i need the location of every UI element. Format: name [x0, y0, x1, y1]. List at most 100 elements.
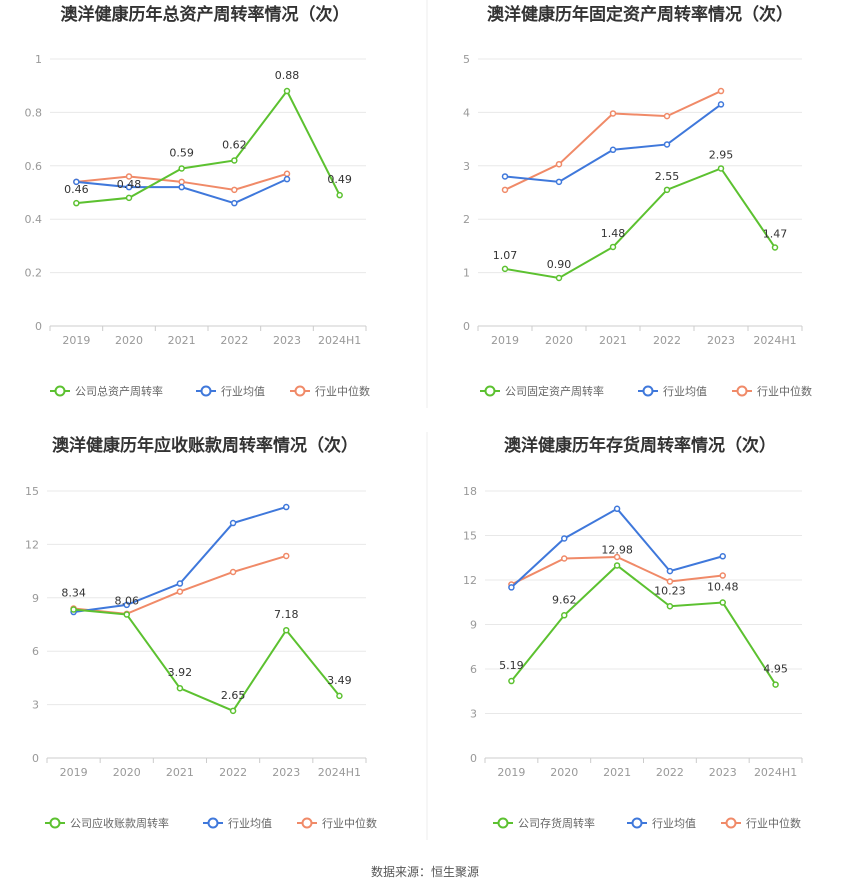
- chart2-legend-company-label: 公司固定资产周转率: [505, 384, 604, 398]
- chart3-y-tick: 3: [32, 699, 39, 712]
- chart2-y-tick: 0: [463, 320, 470, 333]
- chart2-company-point: [609, 243, 617, 251]
- chart4-y-tick: 15: [463, 530, 477, 543]
- chart4-company-point: [719, 599, 726, 606]
- chart2-company-line: [504, 167, 776, 279]
- chart1-y-tick: 0.6: [25, 160, 43, 173]
- chart1-data-label: 0.88: [275, 69, 300, 82]
- chart1-company-point: [125, 194, 133, 202]
- chart2-x-tick: 2021: [599, 334, 627, 347]
- chart1-legend-company-label: 公司总资产周转率: [75, 384, 163, 398]
- chart1-company-point: [178, 165, 185, 172]
- chart3-avg-point: [283, 503, 290, 511]
- chart3-legend-avg-marker: [207, 817, 219, 829]
- chart1-y-tick: 0.2: [25, 267, 43, 280]
- chart1-legend-company-marker: [54, 385, 66, 397]
- chart1-x-tick: 2022: [220, 334, 248, 347]
- chart1-x-tick: 2024H1: [318, 334, 361, 347]
- chart2-median-point: [555, 160, 563, 168]
- chart3-y-tick: 0: [32, 752, 39, 765]
- chart4-legend-median-label: 行业中位数: [746, 816, 801, 830]
- chart3-title: 澳洋健康历年应收账款周转率情况（次）: [52, 435, 358, 456]
- chart2-data-label: 2.95: [709, 148, 734, 161]
- chart3-y-tick: 6: [32, 645, 39, 658]
- chart1-avg-point: [125, 183, 133, 191]
- chart1-data-label: 0.48: [117, 178, 142, 191]
- chart1-legend-avg-marker: [200, 385, 212, 397]
- chart4-x-tick: 2021: [603, 766, 631, 779]
- chart1-company-point: [283, 87, 291, 95]
- data-source: 数据来源：恒生聚源: [371, 864, 479, 879]
- chart1-legend-median-label: 行业中位数: [315, 384, 370, 398]
- chart3-legend-median-label: 行业中位数: [322, 816, 377, 830]
- chart2-y-tick: 1: [463, 267, 470, 280]
- chart4-avg-point: [719, 553, 726, 560]
- chart3-company-point: [336, 692, 343, 700]
- chart3-data-label: 3.92: [168, 666, 193, 679]
- chart3-x-tick: 2024H1: [318, 766, 361, 779]
- chart2-data-label: 1.47: [763, 228, 788, 241]
- chart1-legend-avg-label: 行业均值: [221, 385, 265, 398]
- chart4-data-label: 9.62: [552, 593, 577, 606]
- chart4-y-tick: 6: [470, 663, 477, 676]
- chart3-legend-company-marker: [49, 817, 61, 829]
- chart3-avg-point: [229, 519, 237, 527]
- chart3-median-point: [283, 552, 290, 560]
- chart1-y-tick: 1: [35, 53, 42, 66]
- chart3-company-point: [283, 626, 290, 634]
- chart1-data-label: 0.46: [64, 183, 89, 196]
- chart2-x-tick: 2019: [491, 334, 519, 347]
- chart4-data-label: 12.98: [601, 543, 633, 556]
- chart3-median-point: [176, 588, 184, 595]
- chart4-median-point: [613, 553, 621, 561]
- chart3-median-point: [229, 568, 237, 576]
- chart3-company-line: [73, 608, 341, 713]
- chart2-company-point: [663, 186, 671, 194]
- chart3-x-tick: 2021: [166, 766, 194, 779]
- chart2-company-point: [501, 265, 509, 273]
- chart4-x-tick: 2022: [656, 766, 684, 779]
- chart4-x-tick: 2019: [497, 766, 525, 779]
- chart4-median-point: [666, 578, 674, 585]
- chart2-y-tick: 3: [463, 160, 470, 173]
- chart2-legend-company-marker: [484, 385, 496, 397]
- chart1-y-tick: 0.8: [25, 106, 43, 119]
- chart2-legend-avg-marker: [642, 385, 654, 397]
- chart2-data-label: 1.48: [601, 227, 626, 240]
- chart2-median-point: [609, 110, 617, 117]
- chart4-title: 澳洋健康历年存货周转率情况（次）: [504, 435, 776, 456]
- chart1-avg-point: [73, 178, 80, 186]
- chart1-median-point: [125, 173, 133, 180]
- chart3-data-label: 8.06: [115, 595, 140, 608]
- chart3-x-tick: 2019: [60, 766, 88, 779]
- chart2-company-point: [555, 274, 563, 282]
- chart4-data-label: 10.23: [654, 584, 686, 597]
- chart4-y-tick: 18: [463, 485, 477, 498]
- chart1-avg-point: [283, 175, 291, 183]
- chart1-company-point: [231, 157, 238, 164]
- chart2-avg-point: [717, 101, 725, 108]
- chart4-y-tick: 3: [470, 708, 477, 721]
- chart1-x-tick: 2019: [62, 334, 90, 347]
- chart3-legend-median-marker: [301, 817, 313, 829]
- chart2-median-point: [663, 112, 671, 120]
- chart2-avg-point: [555, 178, 563, 186]
- chart3-legend-avg-label: 行业均值: [228, 817, 272, 830]
- chart2-data-label: 0.90: [547, 258, 572, 271]
- chart4-legend-company-label: 公司存货周转率: [518, 816, 595, 830]
- chart2-company-point: [771, 244, 779, 251]
- chart4-median-point: [719, 572, 726, 579]
- chart3-data-label: 3.49: [327, 674, 352, 687]
- chart4-legend-avg-label: 行业均值: [652, 817, 696, 830]
- chart4-data-label: 10.48: [707, 581, 739, 594]
- chart4-legend-avg-marker: [631, 817, 643, 829]
- chart2-x-tick: 2020: [545, 334, 573, 347]
- chart2-median-point: [717, 87, 725, 95]
- chart3-legend-company-label: 公司应收账款周转率: [70, 816, 169, 830]
- chart4-avg-point: [613, 505, 621, 513]
- chart1-y-tick: 0: [35, 320, 42, 333]
- chart1-median-point: [231, 186, 238, 194]
- chart1-data-label: 0.59: [169, 146, 194, 159]
- chart2-y-tick: 4: [463, 106, 470, 119]
